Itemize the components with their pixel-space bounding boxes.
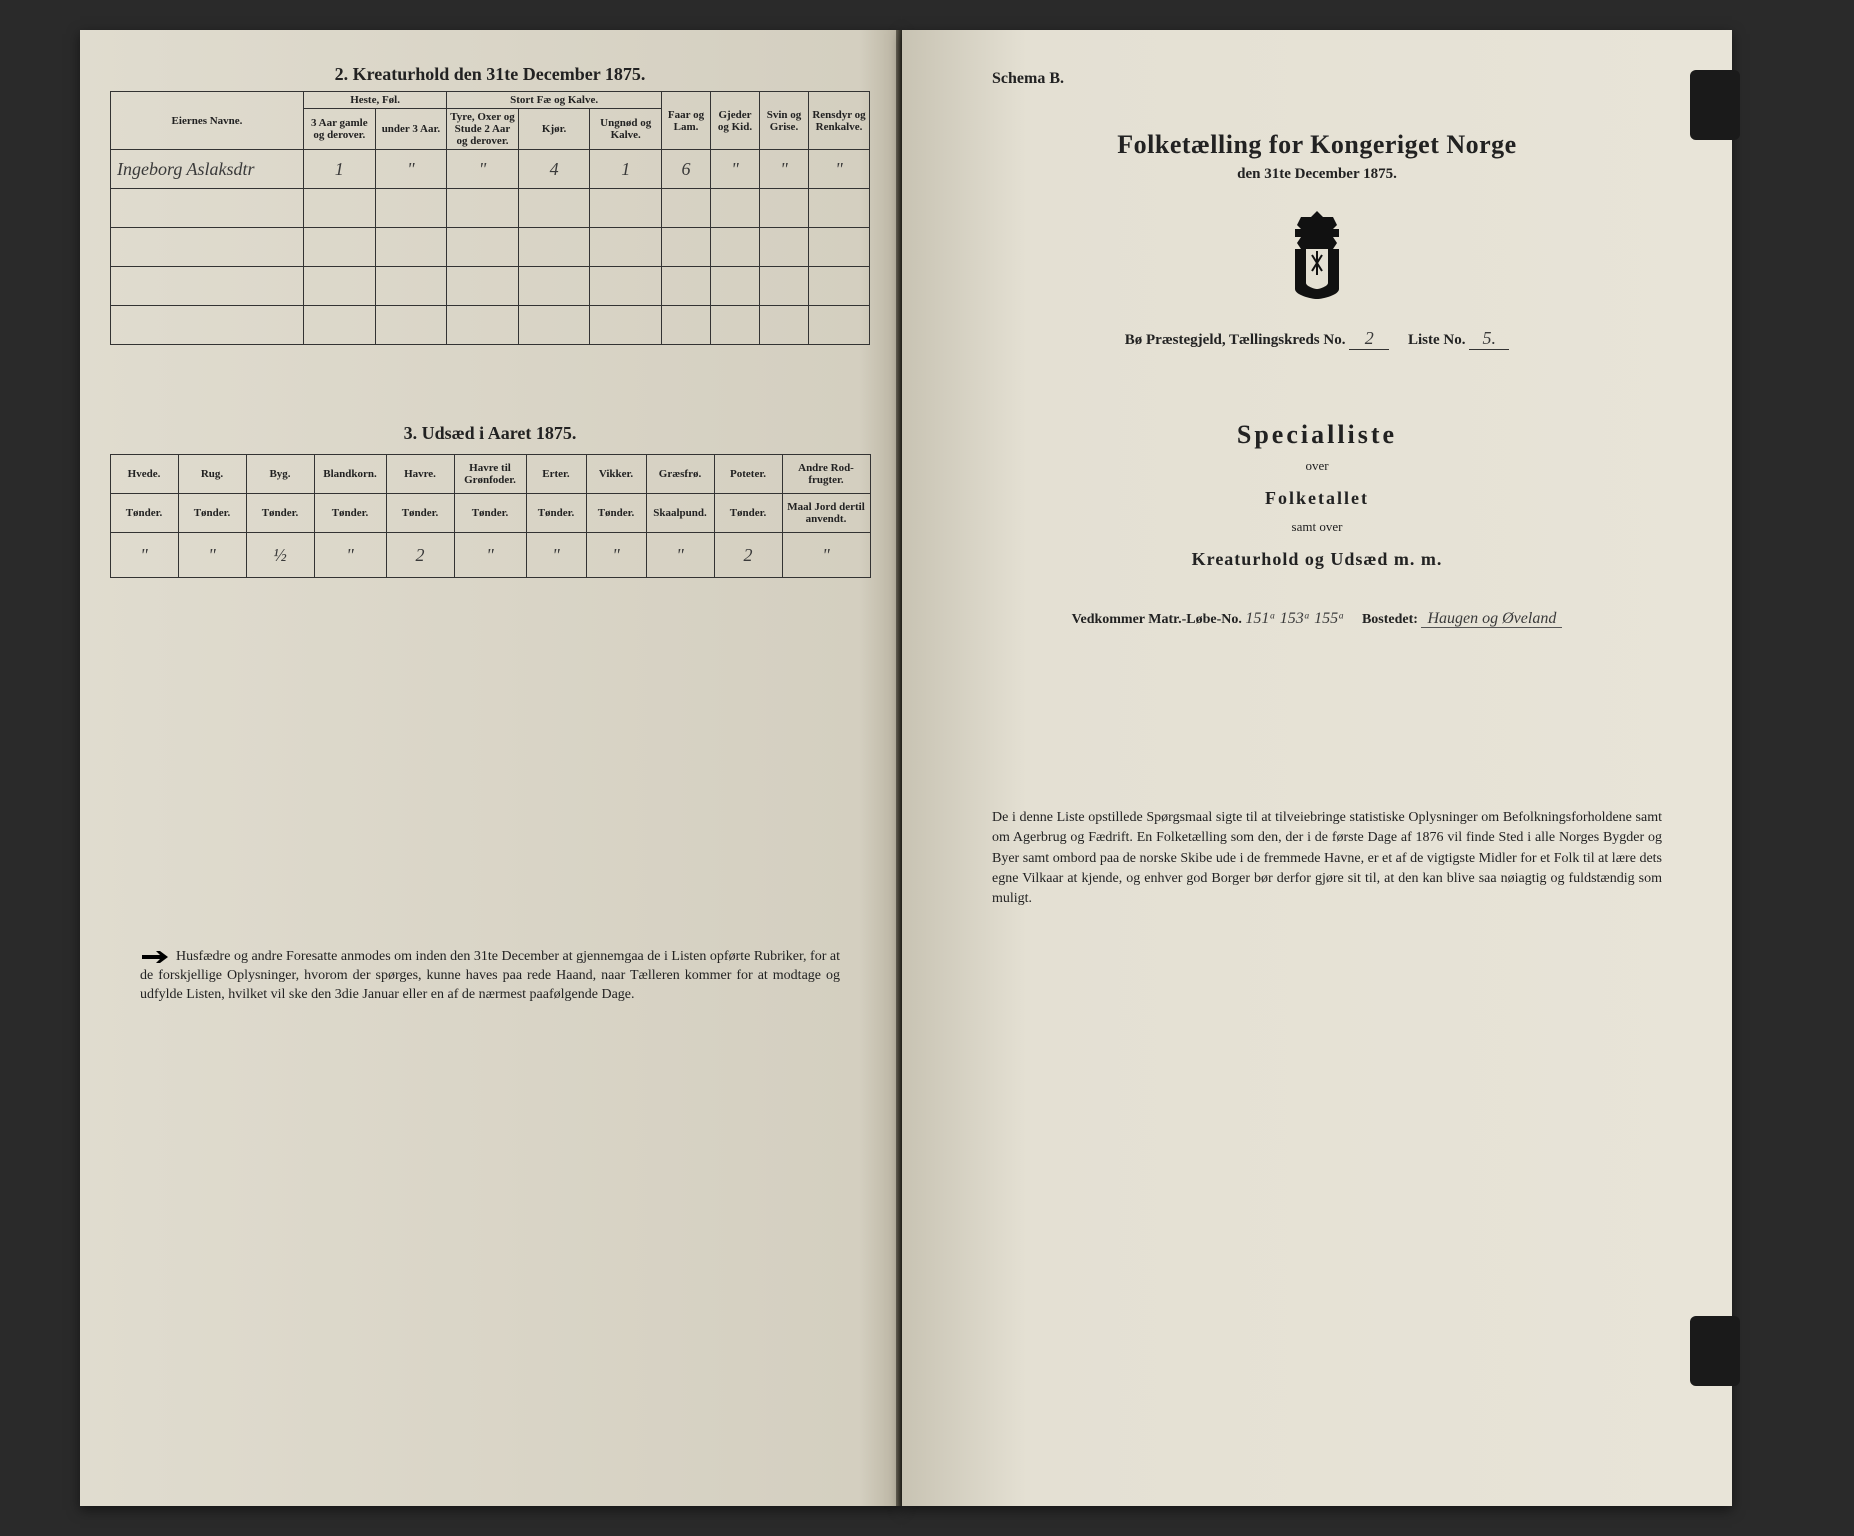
cell: " [586, 533, 646, 578]
h: Byg. [246, 455, 314, 494]
h: Blandkorn. [314, 455, 386, 494]
liste-prefix: Liste No. [1408, 332, 1466, 348]
u: Tønder. [110, 494, 178, 533]
cell: " [646, 533, 714, 578]
section-3-title: 3. Udsæd i Aaret 1875. [80, 423, 900, 444]
left-page: 2. Kreaturhold den 31te December 1875. E… [80, 30, 901, 1506]
u: Tønder. [246, 494, 314, 533]
seeding-table: Hvede. Rug. Byg. Blandkorn. Havre. Havre… [110, 454, 871, 578]
u: Tønder. [314, 494, 386, 533]
cell: 1 [304, 150, 376, 189]
h: Rug. [178, 455, 246, 494]
cell: " [454, 533, 526, 578]
h: Vikker. [586, 455, 646, 494]
right-footnote: De i denne Liste opstillede Spørgsmaal s… [992, 808, 1662, 909]
cell: " [809, 150, 870, 189]
col-reindeer: Rensdyr og Renkalve. [809, 92, 870, 150]
u: Skaalpund. [646, 494, 714, 533]
h: Græsfrø. [646, 455, 714, 494]
page-tab-icon [1690, 70, 1740, 140]
cell: 2 [714, 533, 782, 578]
cell: " [314, 533, 386, 578]
h: Erter. [526, 455, 586, 494]
cell: " [760, 150, 809, 189]
livestock-table: Eiernes Navne. Heste, Føl. Stort Fæ og K… [110, 91, 870, 345]
sub-h2: under 3 Aar. [375, 109, 447, 150]
cell: 4 [518, 150, 590, 189]
h: Havre. [386, 455, 454, 494]
parish-prefix: Bø Præstegjeld, Tællingskreds No. [1125, 332, 1346, 348]
table-row: Ingeborg Aslaksdtr 1 " " 4 1 6 " " " [111, 150, 870, 189]
over-label: over [902, 458, 1732, 474]
cell: " [526, 533, 586, 578]
u: Tønder. [526, 494, 586, 533]
cell: " [711, 150, 760, 189]
sub-h1: 3 Aar gamle og derover. [304, 109, 376, 150]
kreaturhold-heading: Kreaturhold og Udsæd m. m. [902, 549, 1732, 570]
sub-h4: Kjør. [518, 109, 590, 150]
matr-label: Vedkommer Matr.-Løbe-No. [1072, 612, 1242, 627]
left-footnote-text: Husfædre og andre Foresatte anmodes om i… [140, 949, 840, 1002]
u: Maal Jord dertil anvendt. [782, 494, 870, 533]
u: Tønder. [386, 494, 454, 533]
cell: " [375, 150, 447, 189]
h: Poteter. [714, 455, 782, 494]
cell: " [447, 150, 519, 189]
col-pigs: Svin og Grise. [760, 92, 809, 150]
cell: " [782, 533, 870, 578]
samt-label: samt over [902, 519, 1732, 535]
census-title: Folketælling for Kongeriget Norge [902, 130, 1732, 160]
cell: 2 [386, 533, 454, 578]
sub-h5: Ungnød og Kalve. [590, 109, 662, 150]
owner-name: Ingeborg Aslaksdtr [111, 150, 304, 189]
cell: ½ [246, 533, 314, 578]
col-owner-name: Eiernes Navne. [111, 92, 304, 150]
pointing-hand-icon [140, 949, 170, 965]
u: Tønder. [178, 494, 246, 533]
bosted-value: Haugen og Øveland [1421, 610, 1562, 628]
left-footnote: Husfædre og andre Foresatte anmodes om i… [140, 948, 840, 1005]
cell: " [110, 533, 178, 578]
book-spread: 2. Kreaturhold den 31te December 1875. E… [0, 0, 1854, 1536]
liste-number: 5. [1469, 328, 1509, 350]
table-row [111, 189, 870, 228]
specialliste-heading: Specialliste [902, 420, 1732, 450]
section-2-title: 2. Kreaturhold den 31te December 1875. [80, 64, 900, 85]
kreds-number: 2 [1349, 328, 1389, 350]
table-row [111, 228, 870, 267]
cell: " [178, 533, 246, 578]
col-sheep: Faar og Lam. [662, 92, 711, 150]
schema-label: Schema B. [992, 70, 1064, 88]
bosted-label: Bostedet: [1362, 612, 1418, 627]
group-cattle: Stort Fæ og Kalve. [447, 92, 662, 109]
group-horses: Heste, Føl. [304, 92, 447, 109]
coat-of-arms-icon [1282, 209, 1352, 299]
h: Havre til Grønfoder. [454, 455, 526, 494]
cell: 1 [590, 150, 662, 189]
census-subtitle: den 31te December 1875. [902, 166, 1732, 183]
h: Andre Rod-frugter. [782, 455, 870, 494]
folketallet-heading: Folketallet [902, 488, 1732, 509]
table-row [111, 306, 870, 345]
matr-line: Vedkommer Matr.-Løbe-No. 151ᵃ 153ᵃ 155ᵃ … [902, 610, 1732, 628]
right-page: Schema B. Folketælling for Kongeriget No… [902, 30, 1732, 1506]
cell: 6 [662, 150, 711, 189]
table-row [111, 267, 870, 306]
u: Tønder. [454, 494, 526, 533]
u: Tønder. [714, 494, 782, 533]
parish-line: Bø Præstegjeld, Tællingskreds No. 2 List… [902, 328, 1732, 350]
sub-h3: Tyre, Oxer og Stude 2 Aar og derover. [447, 109, 519, 150]
u: Tønder. [586, 494, 646, 533]
h: Hvede. [110, 455, 178, 494]
col-goats: Gjeder og Kid. [711, 92, 760, 150]
table-row: " " ½ " 2 " " " " 2 " [110, 533, 870, 578]
matr-numbers: 151ᵃ 153ᵃ 155ᵃ [1245, 610, 1344, 627]
page-tab-icon [1690, 1316, 1740, 1386]
